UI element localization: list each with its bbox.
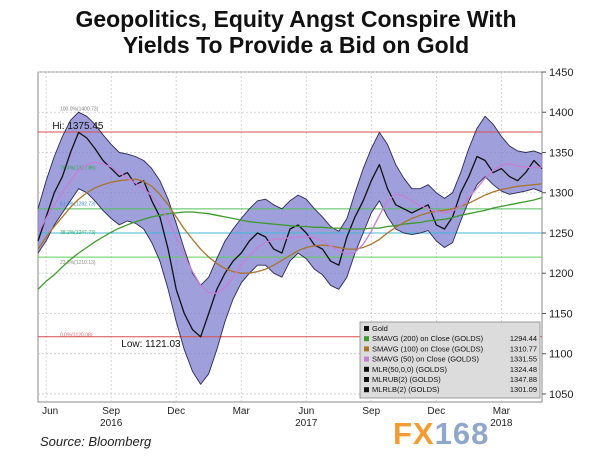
series-line: [37, 131, 543, 338]
legend-swatch: [364, 387, 369, 393]
legend-label: Gold: [372, 324, 388, 333]
x-tick-label: Mar: [233, 406, 251, 417]
series-line: [37, 161, 543, 294]
title-line-2: Yields To Provide a Bid on Gold: [122, 32, 470, 58]
legend-swatch: [364, 377, 369, 382]
y-tick-label: 1150: [549, 308, 573, 320]
y-tick-label: 1450: [549, 67, 573, 79]
fib-level-label: 23.6%(1210.13): [60, 260, 96, 266]
title-line-1: Geopolitics, Equity Angst Conspire With: [75, 6, 517, 32]
chart-title: Geopolitics, Equity Angst Conspire With …: [0, 6, 592, 58]
legend-swatch: [364, 356, 369, 362]
x-year-label: 2016: [100, 418, 123, 429]
legend-swatch: [364, 326, 369, 331]
annotation-label: Low: 1121.03: [121, 339, 181, 350]
fx168-logo: FX168: [393, 416, 489, 452]
legend-swatch: [364, 336, 369, 342]
y-tick-label: 1300: [549, 188, 573, 200]
x-tick-label: Sep: [362, 406, 380, 417]
y-tick-label: 1250: [549, 228, 573, 240]
legend-value: 1331.55: [510, 355, 537, 364]
fib-level-label: 38.2%(1247.73): [60, 230, 96, 236]
legend-box: [359, 321, 541, 399]
legend-label: MLRLB(2) (GOLDS): [372, 385, 440, 394]
y-tick-label: 1200: [549, 268, 573, 280]
legend-value: 1347.88: [510, 375, 537, 384]
legend-label: MLR(50,0,0) (GOLDS): [372, 365, 448, 374]
legend-value: 1294.44: [510, 334, 537, 343]
x-tick-label: Mar: [493, 406, 511, 417]
fib-level-label: 100.0%(1400.73): [60, 107, 99, 113]
legend-label: SMAVG (50) on Close (GOLDS): [372, 355, 479, 364]
legend-swatch: [364, 346, 369, 352]
legend-value: 1324.48: [510, 365, 537, 374]
x-tick-label: Dec: [427, 406, 445, 417]
y-tick-label: 1400: [549, 107, 573, 119]
series-line: [37, 196, 543, 290]
x-tick-label: Sep: [102, 406, 120, 417]
fib-level-label: 61.8%(1282.73): [60, 202, 96, 208]
legend-label: SMAVG (200) on Close (GOLDS): [372, 334, 484, 343]
x-tick-label: Dec: [167, 406, 185, 417]
legend-value: 1310.77: [510, 344, 537, 353]
legend-label: SMAVG (100) on Close (GOLDS): [372, 344, 484, 353]
fib-level-label: 0.0%(1120.08): [60, 333, 93, 339]
y-tick-label: 1350: [549, 147, 573, 159]
series-line: [37, 111, 543, 286]
y-tick-label: 1050: [549, 389, 573, 401]
logo-part-168: 168: [434, 416, 490, 451]
legend-swatch: [364, 366, 369, 372]
source-note: Source: Bloomberg: [40, 434, 152, 449]
x-year-label: 2018: [490, 418, 513, 429]
series-line: [37, 176, 543, 385]
legend-label: MLRUB(2) (GOLDS): [372, 375, 441, 384]
series-line: [37, 178, 543, 274]
fib-level-label: 76.4%(1327.86): [60, 165, 96, 171]
logo-part-fx: FX: [393, 416, 435, 451]
y-tick-label: 1100: [549, 349, 573, 361]
legend-value: 1301.09: [510, 385, 537, 394]
annotation-label: Hi: 1375.45: [52, 121, 104, 132]
x-tick-label: Jun: [42, 406, 58, 417]
x-tick-label: Jun: [298, 406, 314, 417]
x-year-label: 2017: [295, 418, 318, 429]
regression-band: [38, 112, 542, 385]
